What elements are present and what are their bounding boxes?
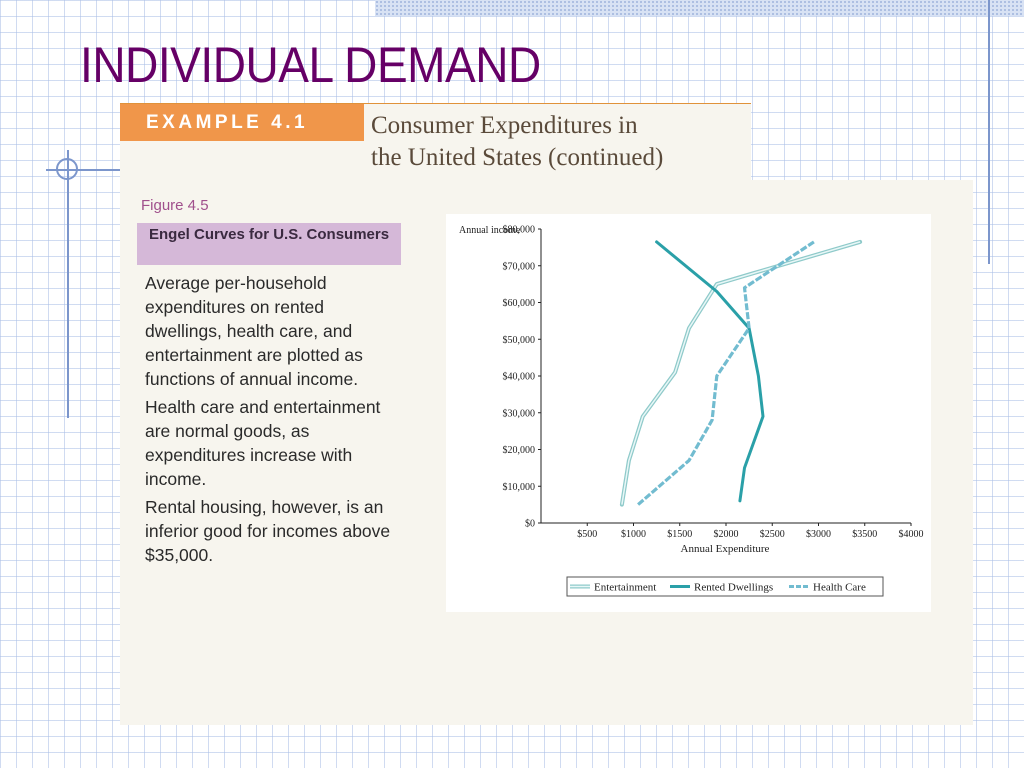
series-line-health-care [637, 240, 815, 506]
y-tick-label: $50,000 [503, 335, 536, 346]
decorative-circle [56, 158, 78, 180]
paragraph-2: Health care and entertainment are normal… [145, 397, 381, 489]
decorative-line-right [988, 0, 990, 264]
y-axis-label: Annual income [459, 225, 521, 236]
decorative-line-left [67, 150, 69, 418]
y-tick-label: $30,000 [503, 408, 536, 419]
series-layer [619, 239, 863, 507]
header-pattern-band [375, 0, 1024, 16]
paragraph-1: Average per-household expenditures on re… [145, 273, 363, 389]
body-text: Average per-household expenditures on re… [145, 271, 401, 571]
x-tick-label: $3500 [852, 529, 877, 540]
legend-box [566, 576, 884, 597]
figure-number: Figure 4.5 [141, 197, 209, 214]
example-title: Consumer Expenditures in the United Stat… [371, 110, 663, 174]
y-tick-label: $10,000 [503, 482, 536, 493]
y-tick-label: $60,000 [503, 298, 536, 309]
x-tick-label: $3000 [806, 529, 831, 540]
engel-curve-chart: Annual income Annual Expenditure $0 $10,0… [446, 214, 931, 612]
example-banner: EXAMPLE 4.1 Consumer Expenditures in the… [120, 103, 751, 187]
x-tick-label: $500 [577, 529, 597, 540]
axes [540, 229, 911, 524]
slide-title: INDIVIDUAL DEMAND [80, 37, 541, 93]
y-ticks: $0 $10,000 $20,000 $30,000 $40,000 $50,000 $60… [503, 225, 541, 530]
example-title-line1: Consumer Expenditures in [371, 112, 638, 139]
y-tick-label: $20,000 [503, 445, 536, 456]
x-tick-label: $1500 [667, 529, 692, 540]
x-tick-label: $1000 [621, 529, 646, 540]
series-line-rented-dwellings [655, 240, 765, 503]
series-highlight-entertainment [621, 241, 861, 505]
y-tick-label: $0 [525, 519, 535, 530]
x-ticks: $500 $1000 $1500 $2000 $2500 $3000 $3500 $4000 [577, 523, 924, 540]
decorative-line-horizontal [46, 169, 120, 171]
y-tick-label: $80,000 [503, 225, 536, 236]
x-tick-label: $2500 [760, 529, 785, 540]
figure-caption: Engel Curves for U.S. Consumers [137, 223, 401, 265]
y-tick-label: $70,000 [503, 261, 536, 272]
legend-label-health-care: Health Care [813, 582, 866, 594]
paragraph-3: Rental housing, however, is an inferior … [145, 497, 391, 565]
x-tick-label: $2000 [714, 529, 739, 540]
x-tick-label: $4000 [899, 529, 924, 540]
legend-label-entertainment: Entertainment [594, 582, 656, 594]
y-tick-label: $40,000 [503, 372, 536, 383]
chart-svg: Annual income Annual Expenditure $0 $10,0… [459, 225, 924, 597]
x-axis-title: Annual Expenditure [681, 543, 770, 555]
legend-label-rented-dwellings: Rented Dwellings [694, 582, 773, 594]
example-title-line2: the United States (continued) [371, 144, 664, 171]
example-label: EXAMPLE 4.1 [120, 104, 364, 141]
legend: Entertainment Rented Dwellings Health Care [566, 576, 884, 597]
series-line-entertainment [619, 239, 863, 507]
